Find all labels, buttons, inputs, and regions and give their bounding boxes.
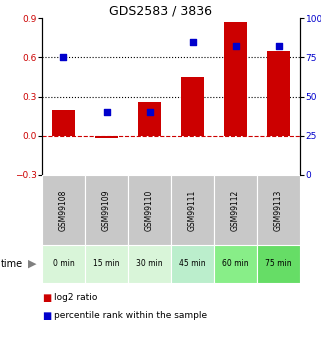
Bar bbox=[257, 175, 300, 245]
Text: 15 min: 15 min bbox=[93, 259, 120, 268]
Bar bbox=[85, 175, 128, 245]
Bar bbox=[214, 175, 257, 245]
Bar bbox=[224, 22, 247, 136]
Point bbox=[233, 43, 238, 49]
Text: GSM99112: GSM99112 bbox=[231, 189, 240, 230]
Bar bbox=[138, 102, 161, 136]
Point bbox=[104, 109, 109, 115]
Bar bbox=[128, 175, 171, 245]
Bar bbox=[214, 245, 257, 283]
Text: GSM99109: GSM99109 bbox=[102, 189, 111, 231]
Bar bbox=[267, 51, 290, 136]
Text: 45 min: 45 min bbox=[179, 259, 206, 268]
Point bbox=[61, 55, 66, 60]
Bar bbox=[181, 77, 204, 136]
Text: ■: ■ bbox=[42, 311, 51, 321]
Text: GSM99113: GSM99113 bbox=[274, 189, 283, 231]
Text: 60 min: 60 min bbox=[222, 259, 249, 268]
Bar bbox=[42, 245, 85, 283]
Text: GDS2583 / 3836: GDS2583 / 3836 bbox=[109, 5, 212, 18]
Text: GSM99108: GSM99108 bbox=[59, 189, 68, 231]
Text: ■: ■ bbox=[42, 293, 51, 303]
Bar bbox=[171, 175, 214, 245]
Text: log2 ratio: log2 ratio bbox=[54, 294, 97, 303]
Text: 0 min: 0 min bbox=[53, 259, 74, 268]
Text: GSM99111: GSM99111 bbox=[188, 189, 197, 230]
Bar bbox=[128, 245, 171, 283]
Bar bbox=[257, 245, 300, 283]
Bar bbox=[85, 245, 128, 283]
Text: ▶: ▶ bbox=[28, 259, 37, 269]
Text: GSM99110: GSM99110 bbox=[145, 189, 154, 231]
Bar bbox=[52, 110, 75, 136]
Text: percentile rank within the sample: percentile rank within the sample bbox=[54, 312, 207, 321]
Bar bbox=[42, 175, 85, 245]
Bar bbox=[95, 136, 118, 138]
Point bbox=[190, 39, 195, 44]
Text: 30 min: 30 min bbox=[136, 259, 163, 268]
Bar bbox=[171, 245, 214, 283]
Point bbox=[276, 43, 281, 49]
Text: 75 min: 75 min bbox=[265, 259, 292, 268]
Text: time: time bbox=[1, 259, 23, 269]
Point bbox=[147, 109, 152, 115]
